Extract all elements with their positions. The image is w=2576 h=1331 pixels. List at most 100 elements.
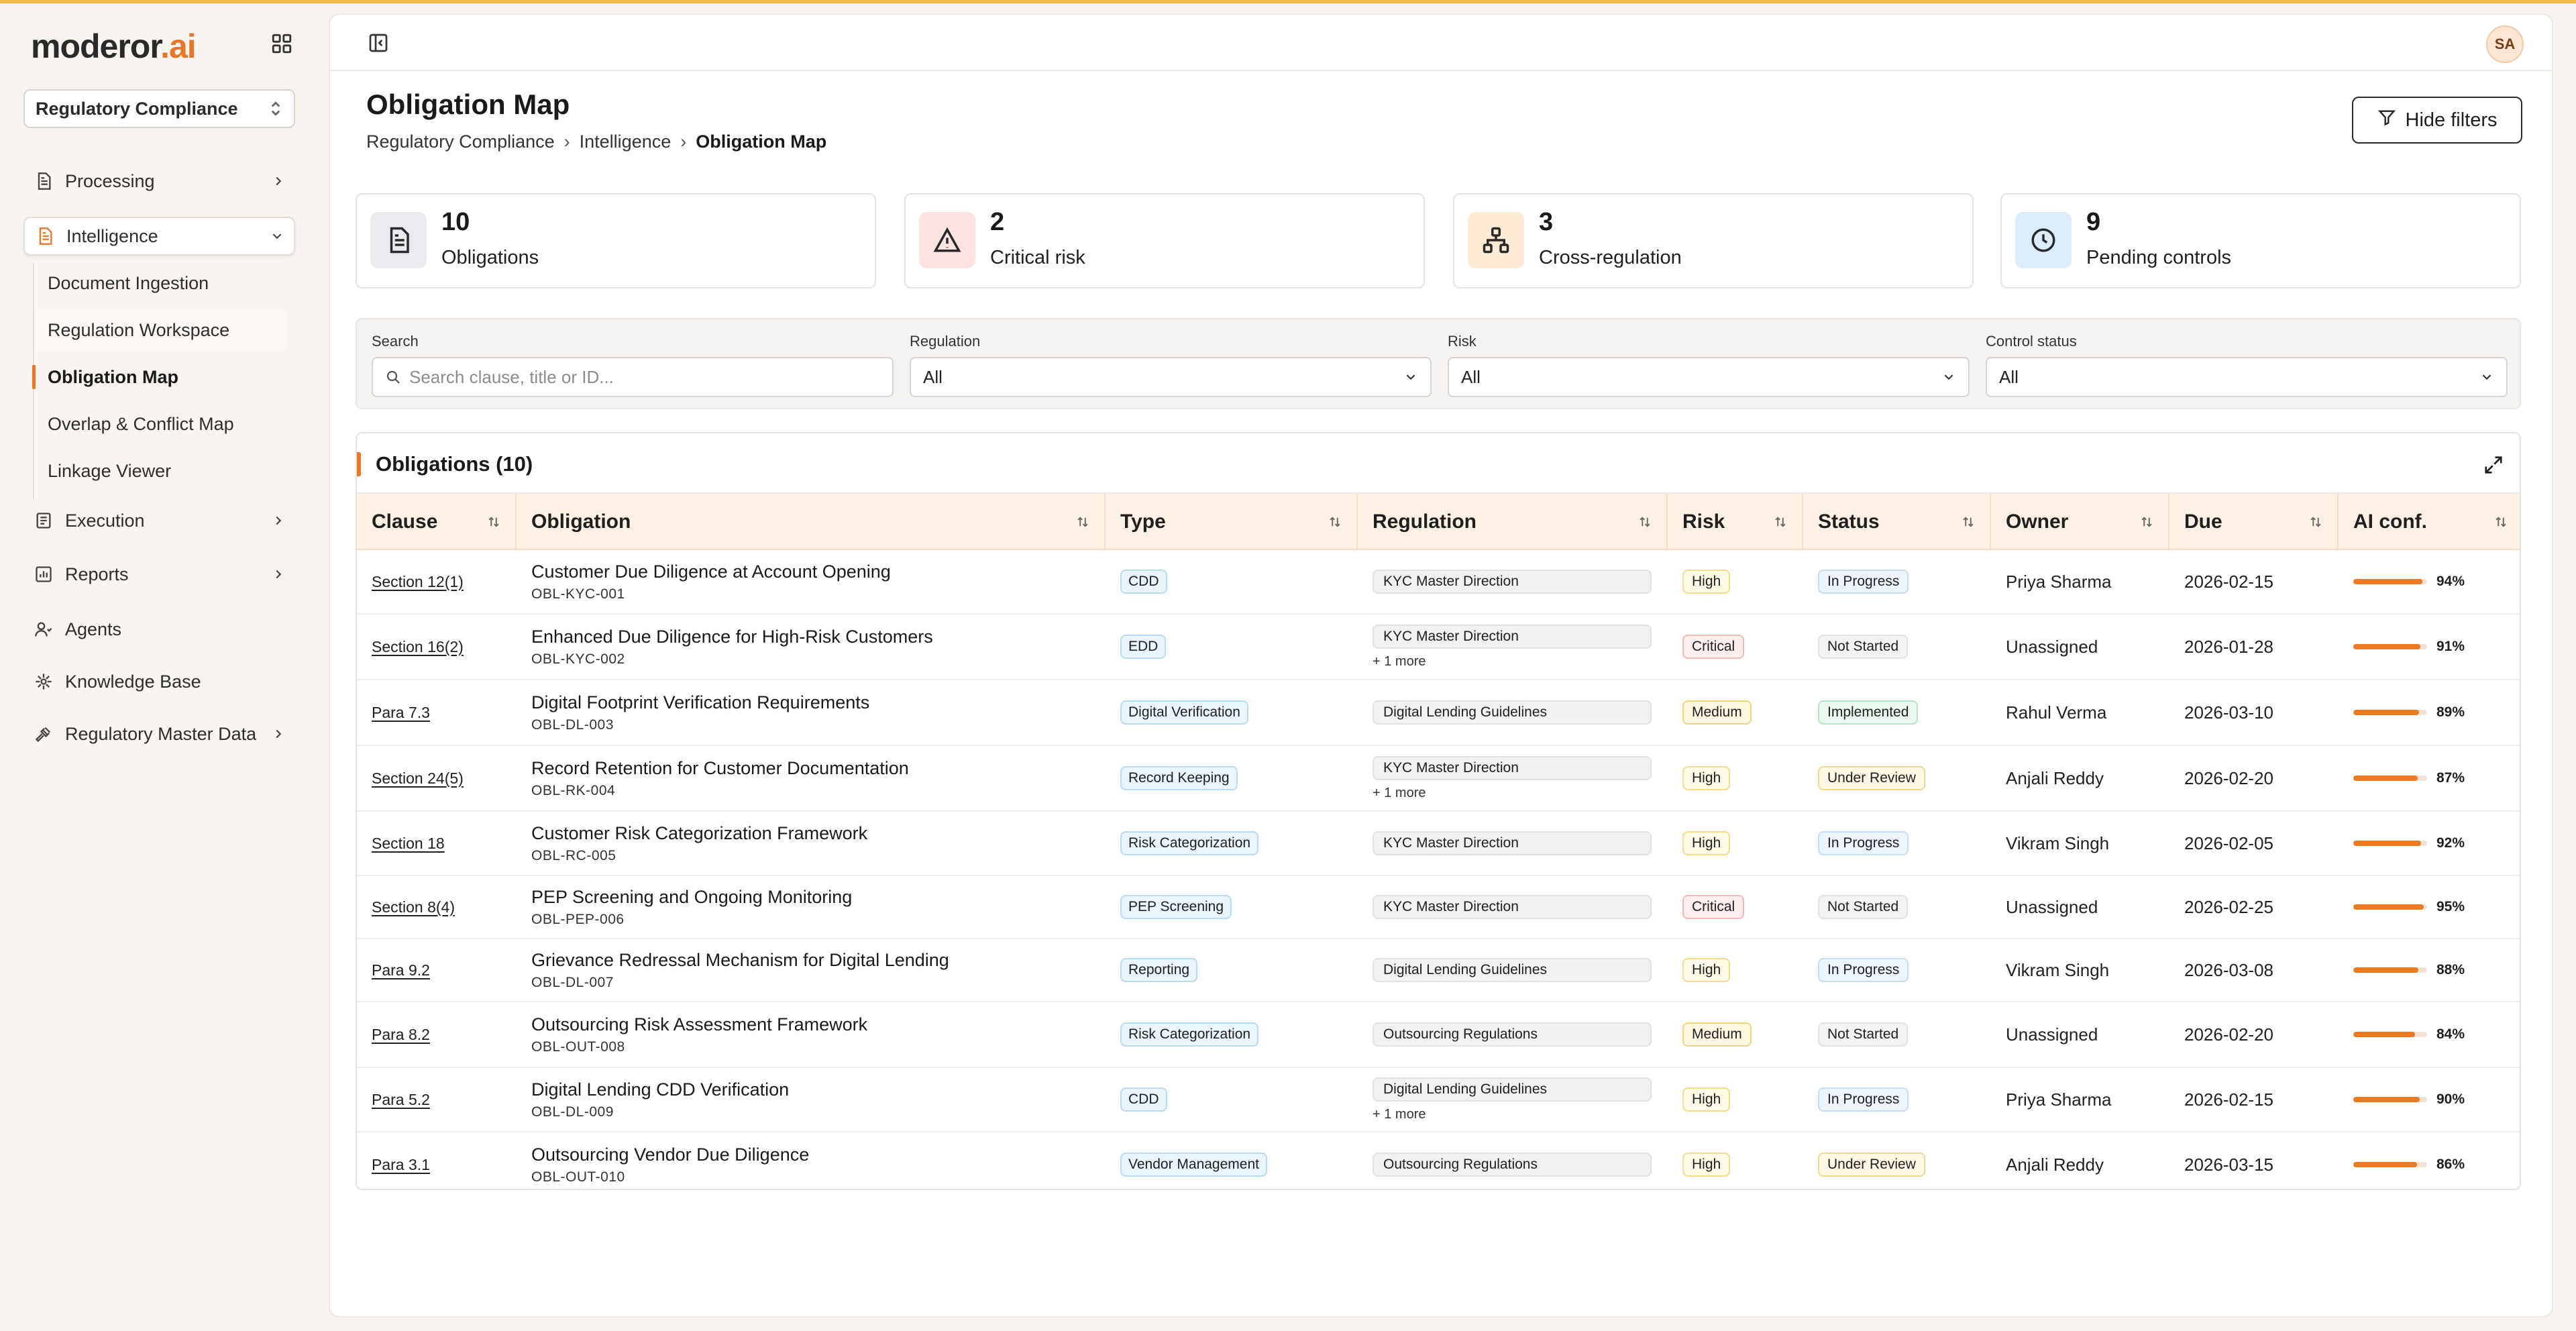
table-row[interactable]: Para 3.1 Outsourcing Vendor Due Diligence…	[357, 1132, 2520, 1189]
expand-icon[interactable]	[2482, 454, 2505, 476]
subnav-item-linkage-viewer[interactable]: Linkage Viewer	[34, 451, 286, 491]
clause-link[interactable]: Section 18	[372, 834, 445, 852]
obligation-title: Record Retention for Customer Documentat…	[531, 757, 909, 778]
table-row[interactable]: Section 16(2) Enhanced Due Diligence for …	[357, 615, 2520, 680]
stat-label: Pending controls	[2086, 247, 2232, 268]
clause-link[interactable]: Para 8.2	[372, 1025, 430, 1043]
sidebar-item-regulatory-master-data[interactable]: Regulatory Master Data	[23, 714, 295, 753]
brand-logo[interactable]: moderor.ai	[31, 26, 197, 66]
owner-name: Anjali Reddy	[2006, 767, 2104, 788]
table-row[interactable]: Section 24(5) Record Retention for Custom…	[357, 746, 2520, 812]
sidebar-item-intelligence[interactable]: Intelligence	[23, 217, 295, 256]
column-header-label: Type	[1120, 511, 1166, 533]
table-row[interactable]: Para 5.2 Digital Lending CDD Verification…	[357, 1068, 2520, 1132]
breadcrumb-item[interactable]: Regulatory Compliance	[366, 131, 555, 152]
cell-regulation: KYC Master Direction + 1 more	[1358, 746, 1668, 810]
clause-link[interactable]: Section 16(2)	[372, 637, 464, 655]
confidence-bar	[2353, 967, 2427, 973]
cell-regulation: Digital Lending Guidelines + 1 more	[1358, 1068, 1668, 1131]
cell-due: 2026-02-15	[2169, 550, 2339, 613]
table-row[interactable]: Para 9.2 Grievance Redressal Mechanism fo…	[357, 939, 2520, 1002]
sidebar-item-agents[interactable]: Agents	[23, 610, 295, 649]
breadcrumb-item[interactable]: Intelligence	[579, 131, 672, 152]
chevron-down-icon	[2479, 370, 2494, 384]
obligation-id: OBL-DL-003	[531, 716, 614, 733]
warning-icon	[919, 212, 975, 268]
sidebar-item-execution[interactable]: Execution	[23, 501, 295, 540]
stat-label: Critical risk	[990, 247, 1085, 268]
risk-badge: Medium	[1682, 700, 1752, 725]
sort-icon[interactable]	[1076, 515, 1089, 529]
clause-link[interactable]: Section 24(5)	[372, 769, 464, 787]
more-regulations-link[interactable]: + 1 more	[1373, 653, 1426, 669]
table-row[interactable]: Para 7.3 Digital Footprint Verification R…	[357, 680, 2520, 746]
sidebar-item-knowledge-base[interactable]: Knowledge Base	[23, 662, 295, 701]
due-date: 2026-01-28	[2184, 636, 2273, 657]
sort-icon[interactable]	[1962, 515, 1975, 529]
more-regulations-link[interactable]: + 1 more	[1373, 785, 1426, 800]
cell-owner: Priya Sharma	[1991, 550, 2169, 613]
clause-link[interactable]: Para 7.3	[372, 703, 430, 721]
table-row[interactable]: Section 18 Customer Risk Categorization F…	[357, 812, 2520, 876]
sort-icon[interactable]	[2140, 515, 2153, 529]
sort-icon[interactable]	[1774, 515, 1787, 529]
obligation-title: Enhanced Due Diligence for High-Risk Cus…	[531, 626, 933, 647]
column-header-risk[interactable]: Risk	[1668, 494, 1803, 550]
clause-link[interactable]: Para 9.2	[372, 961, 430, 979]
workspace-select[interactable]: Regulatory Compliance	[23, 89, 295, 128]
table-row[interactable]: Section 8(4) PEP Screening and Ongoing Mo…	[357, 876, 2520, 939]
sort-icon[interactable]	[1638, 515, 1652, 529]
column-header-clause[interactable]: Clause	[357, 494, 517, 550]
cell-owner: Vikram Singh	[1991, 812, 2169, 875]
stat-value: 3	[1539, 208, 1554, 236]
cell-obligation: Record Retention for Customer Documentat…	[517, 746, 1106, 810]
column-header-regulation[interactable]: Regulation	[1358, 494, 1668, 550]
sidebar-collapse-icon[interactable]	[366, 31, 390, 55]
table-row[interactable]: Section 12(1) Customer Due Diligence at A…	[357, 550, 2520, 615]
cell-regulation: Digital Lending Guidelines	[1358, 680, 1668, 745]
sort-icon[interactable]	[487, 515, 500, 529]
search-input[interactable]	[409, 366, 880, 388]
cell-obligation: Outsourcing Vendor Due Diligence OBL-OUT-…	[517, 1132, 1106, 1189]
sort-icon[interactable]	[1328, 515, 1342, 529]
table-row[interactable]: Para 8.2 Outsourcing Risk Assessment Fram…	[357, 1002, 2520, 1068]
clause-link[interactable]: Section 12(1)	[372, 572, 464, 590]
sort-icon[interactable]	[2494, 515, 2508, 529]
cell-ai-conf: 90%	[2339, 1068, 2520, 1131]
apps-grid-icon[interactable]	[267, 29, 297, 58]
column-header-type[interactable]: Type	[1106, 494, 1358, 550]
regulation-select[interactable]: All	[910, 357, 1432, 397]
regulation-badge: KYC Master Direction	[1373, 570, 1652, 594]
cell-regulation: Outsourcing Regulations	[1358, 1132, 1668, 1189]
type-badge: Record Keeping	[1120, 766, 1238, 790]
subnav-item-regulation-workspace[interactable]: Regulation Workspace	[34, 310, 286, 350]
confidence-bar-fill	[2353, 1162, 2417, 1167]
subnav-item-document-ingestion[interactable]: Document Ingestion	[34, 263, 286, 303]
control-status-select[interactable]: All	[1986, 357, 2508, 397]
status-badge: Not Started	[1818, 635, 1909, 659]
hide-filters-button[interactable]: Hide filters	[2352, 97, 2522, 144]
sidebar-item-reports[interactable]: Reports	[23, 555, 295, 594]
sidebar-item-processing[interactable]: Processing	[23, 162, 295, 201]
intelligence-subnav: Document Ingestion Regulation Workspace …	[32, 263, 286, 499]
column-header-status[interactable]: Status	[1803, 494, 1991, 550]
breadcrumb-separator: ›	[564, 131, 570, 152]
column-header-due[interactable]: Due	[2169, 494, 2339, 550]
search-field[interactable]	[372, 357, 894, 397]
sort-icon[interactable]	[2309, 515, 2322, 529]
subnav-item-obligation-map[interactable]: Obligation Map	[32, 357, 286, 397]
risk-select[interactable]: All	[1448, 357, 1970, 397]
column-header-obligation[interactable]: Obligation	[517, 494, 1106, 550]
more-regulations-link[interactable]: + 1 more	[1373, 1106, 1426, 1122]
clause-link[interactable]: Para 5.2	[372, 1090, 430, 1108]
cell-type: CDD	[1106, 1068, 1358, 1131]
cell-status: In Progress	[1803, 550, 1991, 613]
column-header-ai-conf[interactable]: AI conf.	[2339, 494, 2520, 550]
column-header-owner[interactable]: Owner	[1991, 494, 2169, 550]
clause-link[interactable]: Para 3.1	[372, 1155, 430, 1173]
user-avatar[interactable]: SA	[2486, 25, 2524, 63]
obligation-title: Digital Lending CDD Verification	[531, 1079, 790, 1100]
clause-link[interactable]: Section 8(4)	[372, 898, 455, 916]
subnav-item-overlap-conflict-map[interactable]: Overlap & Conflict Map	[34, 404, 286, 444]
confidence-bar-fill	[2353, 841, 2422, 846]
